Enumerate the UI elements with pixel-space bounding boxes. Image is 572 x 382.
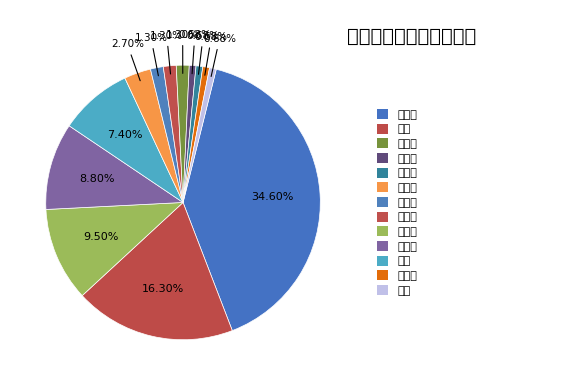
- Text: 毕业生就业地区分布流向: 毕业生就业地区分布流向: [347, 27, 476, 46]
- Wedge shape: [82, 202, 232, 340]
- Text: 9.50%: 9.50%: [83, 232, 118, 242]
- Wedge shape: [46, 202, 183, 296]
- Wedge shape: [46, 126, 183, 209]
- Text: 0.68%: 0.68%: [186, 31, 220, 74]
- Text: 1.30%: 1.30%: [134, 33, 168, 76]
- Text: 0.68%: 0.68%: [195, 32, 228, 75]
- Wedge shape: [183, 66, 203, 202]
- Wedge shape: [183, 66, 209, 202]
- Text: 0.68%: 0.68%: [203, 34, 236, 76]
- Text: 1.30%: 1.30%: [166, 30, 199, 73]
- Wedge shape: [183, 68, 216, 202]
- Wedge shape: [163, 65, 183, 202]
- Text: 8.80%: 8.80%: [80, 173, 115, 184]
- Text: 16.30%: 16.30%: [142, 284, 184, 295]
- Text: 1.30%: 1.30%: [150, 31, 183, 74]
- Wedge shape: [125, 69, 183, 202]
- Wedge shape: [69, 78, 183, 202]
- Text: 2.70%: 2.70%: [111, 39, 144, 81]
- Text: 0.68%: 0.68%: [178, 31, 211, 74]
- Wedge shape: [150, 66, 183, 202]
- Wedge shape: [183, 69, 320, 330]
- Wedge shape: [176, 65, 189, 202]
- Text: 34.60%: 34.60%: [251, 192, 293, 202]
- Text: 7.40%: 7.40%: [108, 129, 143, 140]
- Wedge shape: [183, 65, 196, 202]
- Legend: 湖南省, 上海, 山东省, 山西省, 江西省, 广东省, 河南省, 湖北省, 江苏省, 四川省, 宁夏, 浙江省, 新疆: 湖南省, 上海, 山东省, 山西省, 江西省, 广东省, 河南省, 湖北省, 江…: [378, 109, 417, 296]
